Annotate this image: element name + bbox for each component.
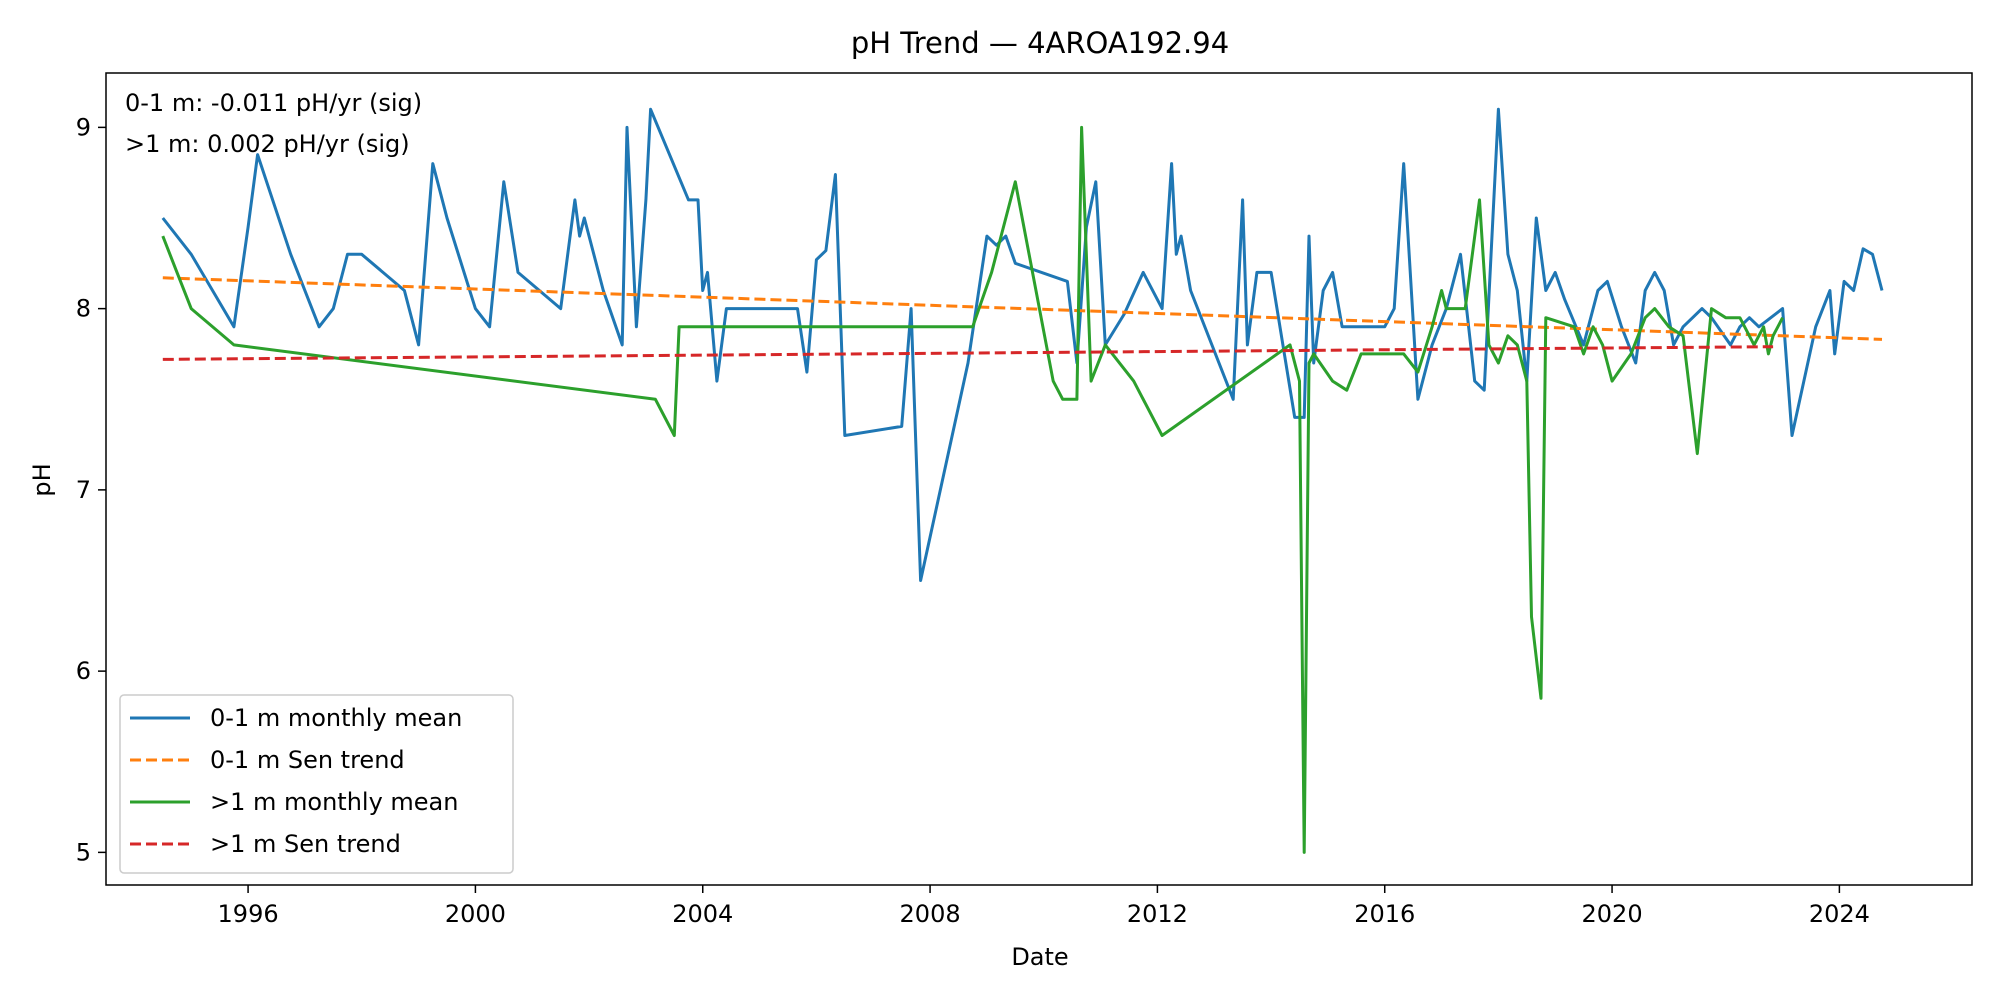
series-line-4 <box>162 345 1774 361</box>
legend-label-2: 0-1 m Sen trend <box>210 746 405 774</box>
x-tick-label: 1996 <box>218 900 279 928</box>
legend-box <box>119 694 514 874</box>
chart-title: pH Trend — 4AROA192.94 <box>851 26 1229 60</box>
y-tick-label: 7 <box>76 476 91 504</box>
x-tick-label: 2000 <box>445 900 506 928</box>
legend-label-3: >1 m monthly mean <box>210 788 458 816</box>
series-line-1 <box>161 107 1884 582</box>
legend-label-1: 0-1 m monthly mean <box>210 704 462 732</box>
x-tick-label: 2016 <box>1354 900 1415 928</box>
x-axis-label: Date <box>1011 943 1068 971</box>
chart-legend: 0-1 m monthly mean 0-1 m Sen trend >1 m mo… <box>119 694 514 874</box>
x-tick-label: 2020 <box>1582 900 1643 928</box>
trend-annotation-shallow: 0-1 m: -0.011 pH/yr (sig) <box>125 89 422 117</box>
trend-annotation-deep: >1 m: 0.002 pH/yr (sig) <box>125 130 410 158</box>
plot-frame <box>105 72 1973 886</box>
x-tick-label: 2012 <box>1127 900 1188 928</box>
x-tick-label: 2024 <box>1809 900 1870 928</box>
series-layer <box>161 107 1884 854</box>
legend-label-4: >1 m Sen trend <box>210 830 401 858</box>
y-tick-label: 5 <box>76 838 91 866</box>
axes-layer: 1996 2000 2004 2008 2012 2016 2020 2024 5 6 7 8 9 <box>76 113 1870 928</box>
y-tick-label: 8 <box>76 295 91 323</box>
series-line-3 <box>161 125 1784 854</box>
x-tick-label: 2004 <box>672 900 733 928</box>
y-axis-label: pH <box>28 463 56 496</box>
y-tick-label: 9 <box>76 113 91 141</box>
x-tick-label: 2008 <box>900 900 961 928</box>
y-tick-label: 6 <box>76 657 91 685</box>
